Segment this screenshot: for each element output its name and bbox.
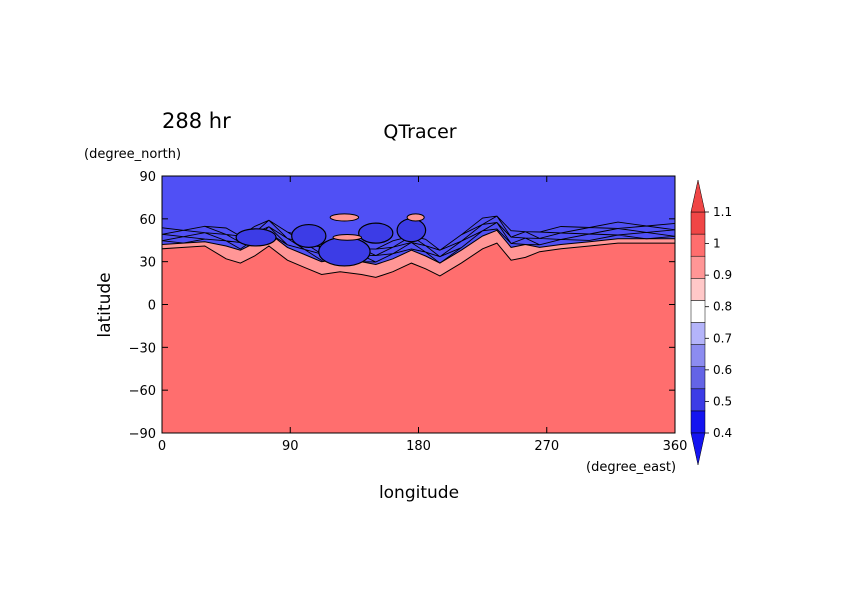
y-axis-label: latitude [95,272,115,337]
colorbar-bin [690,211,706,235]
time-label: 288 hr [162,109,231,133]
filament-patch [332,234,362,241]
colorbar-bin [690,410,706,434]
colorbar-bin [690,300,706,323]
y-tick-label: 30 [139,256,156,271]
y-tick-label: −90 [129,427,156,442]
filament-contours [161,215,676,264]
vortex-group [235,213,427,267]
vortex-lobe [396,218,427,243]
colorbar-label: 0.4 [713,426,732,440]
y-tick-label: 60 [139,213,156,228]
colorbar-label: 1 [713,237,721,251]
colorbar-upper-extension [690,179,706,213]
vortex-lobe [318,236,371,267]
filament-patch [329,213,360,222]
colorbar-label: 0.9 [713,268,732,282]
y-tick-label: 90 [139,170,156,185]
y-tick-label: −60 [129,384,156,399]
colorbar-bin [690,344,706,367]
x-axis-label: longitude [379,483,459,503]
colorbar-lower-extension [690,432,706,466]
colorbar-bin [690,278,706,301]
colorbar-label: 0.5 [713,394,732,408]
vortex-lobe [358,222,394,244]
y-tick-label: 0 [148,299,156,314]
colorbar-bin [690,233,706,257]
filament-patch [406,213,425,222]
x-tick-label: 90 [282,439,299,454]
x-tick-label: 180 [406,439,431,454]
x-tick-label: 270 [534,439,559,454]
x-tick-label: 0 [158,439,166,454]
colorbar-bin [690,255,706,279]
x-tick-label: 360 [663,439,688,454]
x-unit-label: (degree_east) [586,460,676,475]
x-axis: 0 90 180 270 360 [158,176,688,454]
colorbar-label: 0.7 [713,331,732,345]
y-tick-label: −30 [129,341,156,356]
y-axis: 90 60 30 0 −30 −60 −90 [129,170,675,442]
vortex-lobe [291,223,327,248]
colorbar-label: 0.8 [713,300,732,314]
vortex-lobe [235,228,277,247]
colorbar-bin [690,388,706,412]
chart-title: QTracer [383,121,456,143]
plot-area [161,175,676,434]
colorbar: 0.4 0.5 0.6 0.7 0.8 0.9 1 1.1 [690,179,732,466]
y-unit-label: (degree_north) [84,147,181,162]
colorbar-bin [690,322,706,345]
colorbar-label: 0.6 [713,363,732,377]
colorbar-bin [690,366,706,390]
colorbar-label: 1.1 [713,205,732,219]
